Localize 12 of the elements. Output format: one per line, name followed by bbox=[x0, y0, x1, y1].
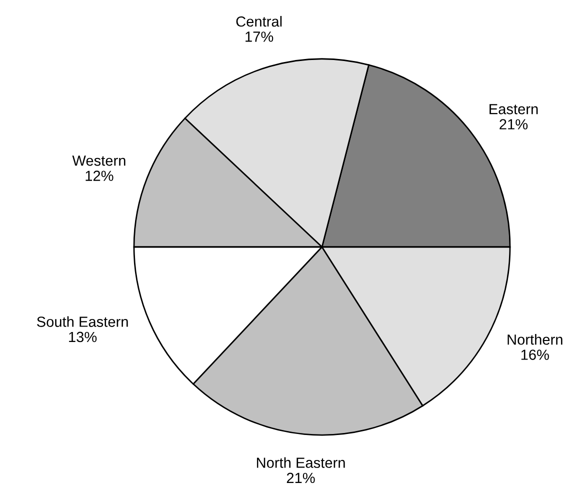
data-label: 21% bbox=[286, 472, 315, 484]
slice-label: Eastern bbox=[490, 104, 538, 114]
data-label: 16% bbox=[521, 350, 549, 360]
slice-label: South Eastern bbox=[37, 316, 128, 327]
data-label: 21% bbox=[500, 119, 528, 130]
data-label: 17% bbox=[246, 32, 274, 42]
slice-label: North Eastern bbox=[256, 457, 345, 468]
slice-label: Northern bbox=[508, 334, 562, 345]
data-label: 13% bbox=[69, 332, 97, 342]
data-label: 12% bbox=[86, 170, 114, 181]
slice-label: Central bbox=[236, 16, 282, 27]
slice-label: Western bbox=[72, 156, 126, 166]
